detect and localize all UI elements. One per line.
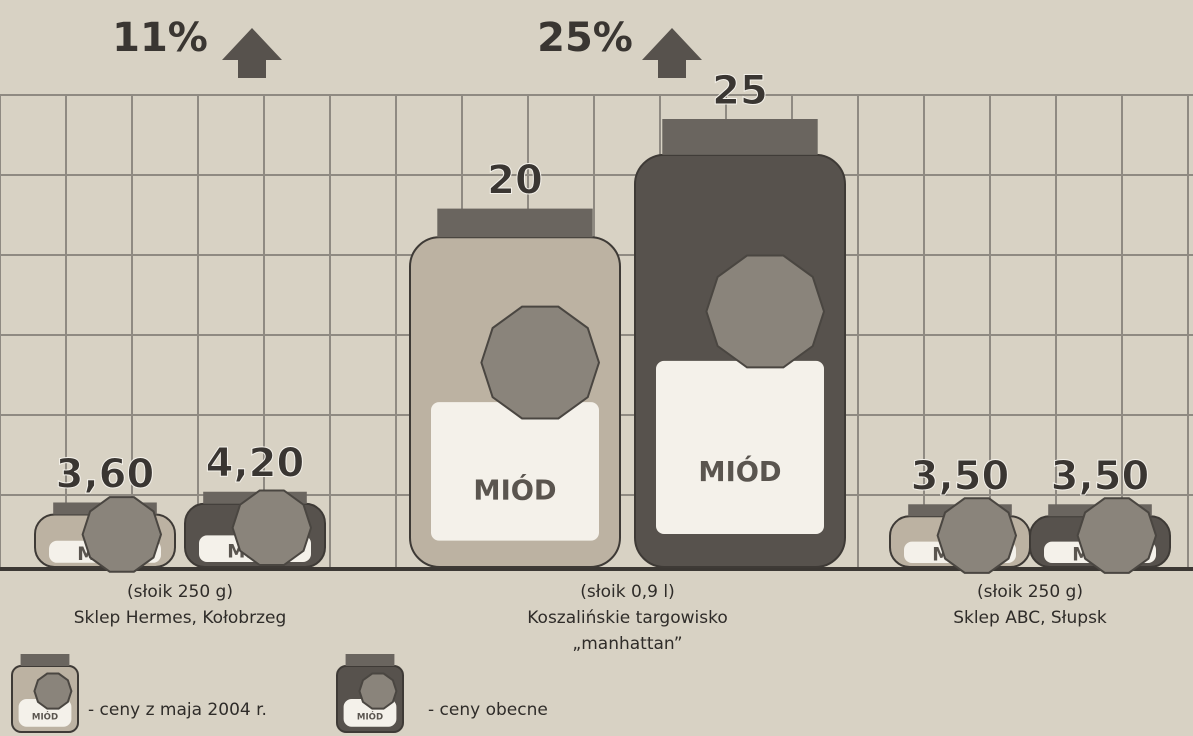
page: 11% 25% MIÓD3,60MIÓD20MIÓD3,50MIÓD4,20MI… [0, 0, 1193, 736]
honeycomb [938, 498, 1016, 573]
jar: MIÓD [410, 209, 620, 567]
value-label: 20 [487, 158, 543, 204]
jar-lid [437, 209, 592, 238]
value-label: 3,50 [911, 453, 1010, 499]
honeycomb [83, 497, 161, 572]
jar-lid [346, 654, 395, 666]
jar: MIÓD [890, 498, 1030, 573]
value-label: 3,60 [56, 451, 155, 497]
jar-label [431, 402, 599, 540]
honeycomb [706, 256, 824, 368]
category-label: Sklep Hermes, Kołobrzeg [74, 608, 287, 628]
honeycomb [481, 307, 599, 419]
jar: MIÓD [35, 497, 175, 572]
annotation: 11% [112, 15, 208, 61]
legend-label: - ceny obecne [428, 700, 548, 720]
chart: 11% 25% MIÓD3,60MIÓD20MIÓD3,50MIÓD4,20MI… [0, 0, 1193, 736]
honeycomb [359, 674, 396, 709]
jar-lid [662, 119, 817, 155]
category-label: (słoik 0,9 l) [580, 582, 675, 602]
annotation: 25% [537, 15, 633, 61]
jar: MIÓD [185, 490, 325, 567]
honeycomb [34, 674, 71, 709]
category-label: (słoik 250 g) [127, 582, 233, 602]
category-label: „manhattan” [572, 634, 682, 654]
legend-label: - ceny z maja 2004 r. [88, 700, 267, 720]
honeycomb [233, 490, 311, 565]
value-label: 3,50 [1051, 453, 1150, 499]
jar-text: MIÓD [473, 475, 556, 507]
category-label: (słoik 250 g) [977, 582, 1083, 602]
jar-text: MIÓD [698, 456, 781, 488]
value-label: 25 [712, 68, 768, 114]
jar-lid [21, 654, 70, 666]
value-label: 4,20 [206, 441, 305, 487]
category-label: Koszalińskie targowisko [527, 608, 728, 628]
jar: MIÓD [635, 119, 845, 567]
jar: MIÓD [1030, 498, 1170, 573]
honeycomb [1078, 498, 1156, 573]
jar-text: MIÓD [357, 711, 383, 723]
jar-label [656, 361, 824, 534]
category-label: Sklep ABC, Słupsk [953, 608, 1107, 628]
jar-text: MIÓD [32, 711, 58, 723]
